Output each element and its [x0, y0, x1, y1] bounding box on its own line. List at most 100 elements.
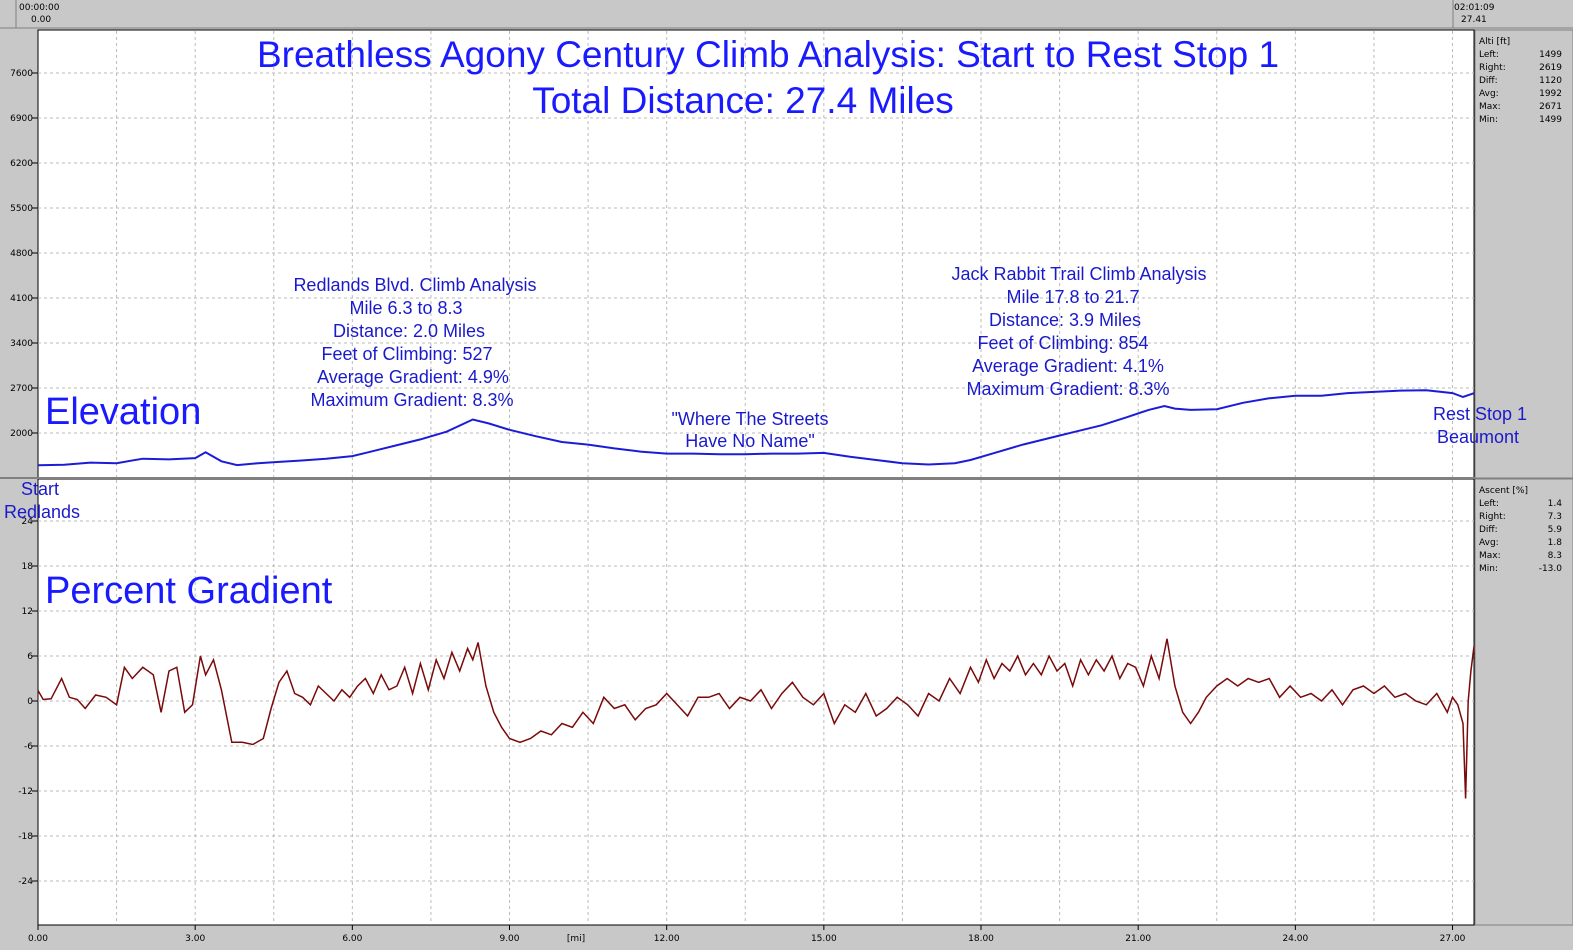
x-tick-label: 18.00: [968, 934, 994, 944]
stats-header: Alti [ft]: [1479, 37, 1510, 47]
annotation-line: Start: [21, 479, 59, 499]
gradient-y-tick-label: -12: [18, 787, 33, 797]
elevation-stats-panel: [1474, 29, 1573, 479]
gradient-stats: Ascent [%] Left: 1.4 Right: 7.3 Diff: 5.9 Avg: 1…: [1479, 486, 1562, 574]
stats-row-value: 1992: [1539, 89, 1562, 99]
elevation-y-tick-label: 4800: [10, 249, 33, 259]
annotation-line: Redlands Blvd. Climb Analysis: [293, 275, 536, 295]
gradient-y-tick-label: 6: [27, 652, 33, 662]
annotation-line: Average Gradient: 4.1%: [972, 356, 1164, 376]
stats-row-value: 1.4: [1548, 499, 1563, 509]
annotation-line: Average Gradient: 4.9%: [317, 367, 509, 387]
streets-annotation: "Where The Streets Have No Name": [671, 409, 828, 451]
annotation-line: Maximum Gradient: 8.3%: [310, 390, 513, 410]
elevation-y-axis: 7600 6900 6200 5500 4800 4100 3400 2700 2000: [10, 69, 38, 439]
right-distance-readout: 27.41: [1461, 15, 1487, 25]
gradient-series: [37, 638, 1475, 799]
stats-row-label: Right:: [1479, 63, 1506, 73]
stats-row-label: Min:: [1479, 115, 1498, 125]
gradient-panel-label: Percent Gradient: [45, 570, 333, 612]
gradient-y-tick-label: 24: [22, 517, 34, 527]
redlands-climb-annotation: Redlands Blvd. Climb Analysis Mile 6.3 t…: [293, 275, 536, 410]
gradient-y-tick-label: 18: [22, 562, 34, 572]
elevation-panel-label: Elevation: [45, 391, 201, 433]
right-time-readout: 02:01:09: [1454, 3, 1495, 13]
annotation-line: Beaumont: [1437, 427, 1519, 447]
stats-row-value: 5.9: [1548, 525, 1563, 535]
annotation-line: Feet of Climbing: 854: [977, 333, 1148, 353]
stats-row-label: Diff:: [1479, 525, 1498, 535]
elevation-plot-area[interactable]: [37, 29, 1475, 479]
annotation-line: Redlands: [4, 502, 80, 522]
stats-row-label: Diff:: [1479, 76, 1498, 86]
elevation-stats: Alti [ft] Left: 1499 Right: 2619 Diff: 1120 Avg…: [1479, 37, 1562, 125]
annotation-line: Mile 6.3 to 8.3: [349, 298, 462, 318]
stats-row-value: 2671: [1539, 102, 1562, 112]
gradient-y-tick-label: -18: [18, 832, 33, 842]
elevation-y-tick-label: 5500: [10, 204, 33, 214]
grid-lines: [38, 31, 1474, 924]
rest-stop-annotation: Rest Stop 1 Beaumont: [1433, 404, 1527, 447]
annotation-line: Distance: 3.9 Miles: [989, 310, 1141, 330]
x-tick-label: 3.00: [185, 934, 205, 944]
stats-row-value: 1120: [1539, 76, 1562, 86]
stats-row-value: 1499: [1539, 115, 1562, 125]
gradient-y-axis: 24 18 12 6 0 -6 -12 -18 -24: [18, 517, 38, 887]
stats-row-label: Avg:: [1479, 89, 1499, 99]
annotation-line: Have No Name": [685, 431, 814, 451]
elevation-y-tick-label: 4100: [10, 294, 33, 304]
elevation-y-tick-label: 6200: [10, 159, 33, 169]
annotation-line: Distance: 2.0 Miles: [333, 321, 485, 341]
elevation-y-tick-label: 3400: [10, 339, 33, 349]
stats-row-label: Min:: [1479, 564, 1498, 574]
stats-row-value: 8.3: [1548, 551, 1562, 561]
stats-row-label: Left:: [1479, 499, 1499, 509]
gradient-y-tick-label: -24: [18, 877, 33, 887]
gradient-y-tick-label: 0: [27, 697, 33, 707]
gradient-y-tick-label: 12: [22, 607, 33, 617]
elevation-y-tick-label: 6900: [10, 114, 33, 124]
elevation-y-tick-label: 2000: [10, 429, 33, 439]
annotation-line: Maximum Gradient: 8.3%: [966, 379, 1169, 399]
annotation-line: Mile 17.8 to 21.7: [1006, 287, 1139, 307]
chart-subtitle: Total Distance: 27.4 Miles: [532, 80, 954, 121]
stats-row-value: -13.0: [1539, 564, 1563, 574]
stats-header: Ascent [%]: [1479, 486, 1528, 496]
chart-title: Breathless Agony Century Climb Analysis:…: [257, 34, 1279, 75]
stats-row-value: 1499: [1539, 50, 1562, 60]
start-annotation: Start Redlands: [4, 479, 80, 522]
x-tick-label: 24.00: [1282, 934, 1308, 944]
x-tick-label: 27.00: [1440, 934, 1466, 944]
jackrabbit-climb-annotation: Jack Rabbit Trail Climb Analysis Mile 17…: [951, 264, 1206, 399]
left-time-readout: 00:00:00: [19, 3, 60, 13]
stats-row-label: Avg:: [1479, 538, 1499, 548]
x-tick-label: 9.00: [499, 934, 519, 944]
x-axis: 0.00 3.00 6.00 9.00 12.00 15.00 18.00 21.00 24.0…: [28, 925, 1466, 944]
elevation-line: [37, 389, 1475, 467]
elevation-y-tick-label: 7600: [10, 69, 33, 79]
gradient-line: [37, 638, 1475, 799]
elevation-y-tick-label: 2700: [10, 384, 33, 394]
x-tick-label: 12.00: [654, 934, 680, 944]
gradient-plot-area[interactable]: [37, 478, 1475, 926]
gradient-stats-panel: [1474, 478, 1573, 926]
x-tick-label: 21.00: [1125, 934, 1151, 944]
annotation-line: Jack Rabbit Trail Climb Analysis: [951, 264, 1206, 284]
stats-row-value: 7.3: [1548, 512, 1562, 522]
x-axis-unit-label: [mi]: [567, 934, 585, 944]
annotation-line: Feet of Climbing: 527: [321, 344, 492, 364]
header-strip: [0, 0, 1573, 28]
stats-row-label: Right:: [1479, 512, 1506, 522]
gradient-y-tick-label: -6: [24, 742, 33, 752]
stats-row-label: Max:: [1479, 102, 1501, 112]
x-tick-label: 15.00: [811, 934, 837, 944]
annotation-line: Rest Stop 1: [1433, 404, 1527, 424]
x-tick-label: 0.00: [28, 934, 48, 944]
left-distance-readout: 0.00: [31, 15, 51, 25]
annotation-line: "Where The Streets: [671, 409, 828, 429]
elevation-series: [37, 389, 1475, 467]
stats-row-label: Max:: [1479, 551, 1501, 561]
x-tick-label: 6.00: [342, 934, 362, 944]
stats-row-label: Left:: [1479, 50, 1499, 60]
